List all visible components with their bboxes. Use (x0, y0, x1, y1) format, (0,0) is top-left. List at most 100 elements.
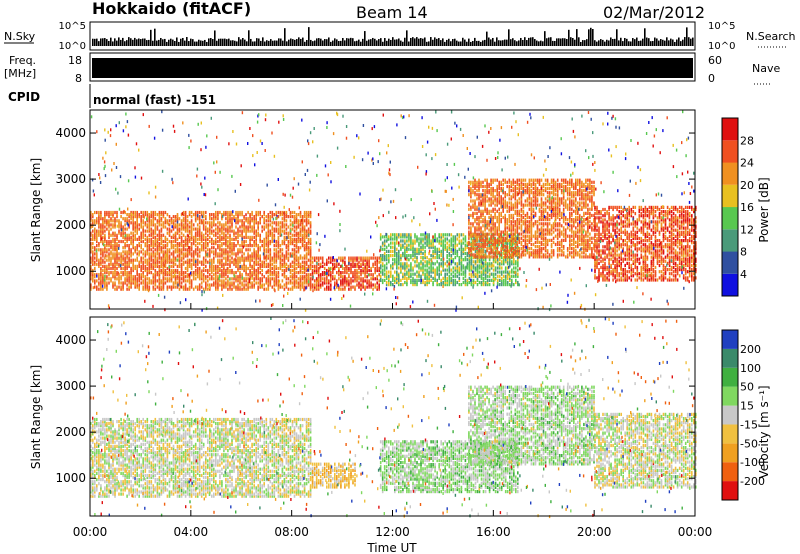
data-cell (108, 219, 110, 223)
data-cell (319, 285, 322, 289)
data-cell (456, 268, 459, 272)
data-cell (283, 231, 286, 235)
data-cell (328, 260, 330, 264)
data-cell (200, 246, 203, 250)
data-cell (112, 283, 114, 287)
data-cell (506, 274, 509, 278)
data-cell (154, 225, 157, 229)
data-cell (482, 199, 484, 203)
data-cell (126, 252, 128, 256)
data-cell (490, 278, 493, 282)
noise-bar (654, 37, 656, 46)
data-cell (398, 235, 400, 239)
data-cell (160, 262, 163, 266)
data-cell (190, 273, 193, 277)
data-cell (194, 215, 197, 219)
data-cell (205, 227, 207, 231)
data-cell (154, 254, 157, 258)
data-cell (144, 252, 147, 256)
data-cell (295, 254, 298, 258)
data-cell (184, 252, 187, 256)
data-cell (496, 260, 499, 264)
data-cell (368, 256, 370, 260)
data-cell (281, 279, 284, 283)
data-cell (299, 277, 302, 281)
data-cell (472, 278, 475, 282)
data-cell (259, 254, 261, 258)
data-cell (178, 233, 181, 237)
data-cell (388, 274, 390, 278)
noise-bar (176, 37, 178, 46)
data-cell (156, 264, 159, 268)
data-cell (348, 281, 350, 285)
data-cell (394, 243, 396, 247)
data-cell (406, 243, 408, 247)
data-cell (285, 215, 288, 219)
data-cell (205, 283, 207, 287)
data-cell (506, 220, 508, 224)
data-cell (241, 287, 243, 291)
data-cell (160, 279, 163, 283)
data-cell (344, 268, 346, 273)
noise-bar (232, 40, 234, 46)
data-cell (426, 256, 428, 260)
data-cell (168, 250, 171, 254)
data-cell (309, 260, 312, 264)
noise-bar (636, 37, 638, 46)
data-cell (434, 276, 436, 280)
noise-bar (676, 39, 678, 46)
data-cell (515, 262, 517, 266)
data-cell (474, 240, 476, 244)
data-cell (126, 279, 128, 283)
data-cell (158, 266, 161, 271)
data-cell (430, 274, 432, 278)
data-cell (496, 283, 499, 287)
data-cell (223, 237, 225, 241)
data-cell (277, 231, 280, 235)
data-cell (213, 229, 215, 233)
data-cell (484, 193, 486, 197)
data-cell (112, 266, 114, 271)
data-cell (490, 182, 492, 186)
data-cell (430, 239, 432, 243)
data-cell (237, 250, 239, 254)
data-cell (502, 245, 504, 249)
data-cell (492, 249, 494, 253)
data-cell (494, 203, 496, 207)
noise-bar (372, 37, 374, 46)
data-cell (196, 285, 199, 289)
data-cell (124, 231, 126, 235)
data-cell (504, 253, 506, 257)
data-cell (484, 258, 487, 262)
data-cell (257, 277, 259, 281)
data-cell (414, 251, 416, 256)
data-cell (464, 247, 467, 251)
data-cell (402, 276, 404, 280)
data-cell (194, 235, 197, 239)
data-cell (466, 280, 469, 285)
data-cell (257, 287, 259, 291)
data-cell (205, 264, 207, 268)
data-cell (273, 273, 276, 277)
data-cell (94, 260, 96, 264)
data-cell (128, 262, 130, 266)
data-cell (410, 272, 412, 276)
data-cell (277, 283, 280, 287)
data-cell (164, 221, 167, 225)
data-cell (476, 272, 479, 276)
data-cell (492, 283, 495, 287)
data-cell (470, 264, 473, 268)
data-cell (249, 260, 251, 264)
data-cell (114, 219, 116, 223)
data-cell (464, 272, 467, 276)
beam-title: Beam 14 (356, 3, 428, 22)
noise-bar (296, 39, 298, 46)
data-cell (273, 264, 276, 268)
data-cell (263, 244, 265, 248)
data-cell (194, 239, 197, 244)
data-cell (490, 209, 492, 213)
data-cell (132, 221, 134, 225)
data-cell (454, 235, 457, 239)
data-cell (492, 276, 495, 280)
data-cell (480, 234, 482, 238)
